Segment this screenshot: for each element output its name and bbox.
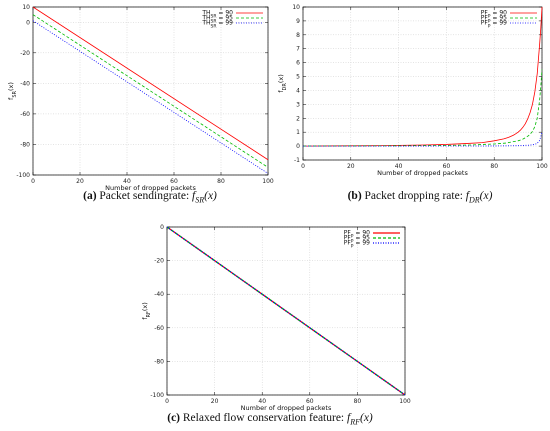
y-tick-label: 1 — [296, 129, 300, 136]
plot-frame — [32, 6, 269, 176]
y-axis-label: fSR(x) — [7, 82, 18, 100]
y-tick-label: 0 — [26, 19, 30, 26]
caption-a-math: f — [192, 190, 196, 202]
caption-a-sub: SR — [195, 195, 205, 205]
y-tick-label: 0 — [160, 224, 164, 231]
y-tick-label: 9 — [296, 18, 300, 25]
y-tick-label: 7 — [296, 46, 300, 53]
y-tick-label: 3 — [296, 101, 300, 108]
caption-b-arg: (x) — [479, 190, 493, 202]
caption-c-sub: RF — [350, 417, 360, 427]
caption-a: (a) Packet sendingrate: fSR(x) — [40, 190, 260, 204]
y-axis-label: fRF(x) — [141, 302, 152, 320]
caption-a-text: Packet sendingrate: — [99, 190, 193, 202]
x-tick-label: 60 — [170, 178, 178, 185]
caption-c-math: f — [347, 412, 351, 424]
x-axis-label: Number of dropped packets — [377, 169, 468, 177]
y-tick-label: -100 — [16, 172, 30, 179]
caption-a-arg: (x) — [204, 190, 217, 202]
legend-label-3: PFP = 99 — [344, 240, 370, 250]
y-tick-label: 10 — [292, 4, 300, 11]
x-tick-label: 100 — [262, 178, 274, 185]
series-line-3 — [166, 226, 406, 396]
x-tick-label: 60 — [443, 163, 451, 170]
y-tick-label: -100 — [150, 392, 164, 399]
x-tick-label: 0 — [165, 398, 169, 405]
y-tick-label: -40 — [20, 80, 30, 87]
x-tick-label: 100 — [399, 398, 411, 405]
y-tick-label: -20 — [154, 258, 164, 265]
x-tick-label: 40 — [258, 398, 266, 405]
series-line-3 — [32, 20, 269, 174]
y-axis-label: fDR(x) — [277, 74, 288, 93]
y-tick-label: 2 — [296, 115, 300, 122]
caption-c-label: (c) — [167, 412, 180, 424]
y-tick-label: -80 — [154, 358, 164, 365]
x-tick-label: 80 — [490, 163, 498, 170]
legend-label-1: PFP = 90 — [481, 10, 507, 20]
legend-label-1: PFP = 90 — [344, 230, 370, 240]
legend-label-2: THSR = 95 — [201, 15, 233, 25]
y-tick-label: -60 — [20, 111, 30, 118]
x-axis-label: Number of dropped packets — [105, 184, 196, 192]
x-tick-label: 20 — [76, 178, 84, 185]
x-tick-label: 80 — [354, 398, 362, 405]
x-tick-label: 40 — [395, 163, 403, 170]
caption-b-label: (b) — [347, 190, 362, 202]
legend-label-3: THSR = 99 — [201, 20, 233, 30]
x-tick-label: 20 — [211, 398, 219, 405]
caption-c-text: Relaxed flow conservation feature: — [182, 412, 348, 424]
caption-b-text: Packet dropping rate: — [364, 190, 466, 202]
series-line-1 — [302, 6, 543, 147]
series-line-1 — [32, 6, 269, 161]
y-tick-label: -80 — [20, 141, 30, 148]
y-tick-label: 0 — [296, 143, 300, 150]
x-tick-label: 80 — [217, 178, 225, 185]
series-line-2 — [32, 14, 269, 168]
x-tick-label: 40 — [123, 178, 131, 185]
x-tick-label: 100 — [536, 163, 548, 170]
x-tick-label: 0 — [31, 178, 35, 185]
legend-label-2: PFP = 95 — [344, 235, 370, 245]
y-tick-label: -20 — [20, 50, 30, 57]
y-tick-label: -60 — [154, 325, 164, 332]
plot-frame — [166, 226, 406, 396]
series-line-2 — [302, 69, 543, 147]
caption-b: (b) Packet dropping rate: fDR(x) — [310, 190, 530, 204]
x-tick-label: 20 — [347, 163, 355, 170]
caption-c-arg: (x) — [360, 412, 373, 424]
legend-label-2: PFP = 95 — [481, 15, 507, 25]
legend-label-3: PFP = 99 — [481, 20, 507, 30]
y-tick-label: 6 — [296, 60, 300, 67]
caption-c: (c) Relaxed flow conservation feature: f… — [120, 412, 420, 426]
y-tick-label: -1 — [294, 157, 300, 164]
caption-b-sub: DR — [468, 195, 480, 205]
legend-label-1: THSR = 90 — [201, 10, 233, 20]
x-axis-label: Number of dropped packets — [241, 404, 332, 412]
x-tick-label: 0 — [301, 163, 305, 170]
y-tick-label: -40 — [154, 291, 164, 298]
y-tick-label: 5 — [296, 74, 300, 81]
caption-a-label: (a) — [83, 190, 97, 202]
y-tick-label: 10 — [22, 4, 30, 11]
x-tick-label: 60 — [306, 398, 314, 405]
caption-b-math: f — [465, 190, 469, 202]
y-tick-label: 4 — [296, 87, 300, 94]
plot-frame — [302, 6, 543, 161]
series-line-3 — [303, 132, 543, 147]
y-tick-label: 8 — [296, 32, 300, 39]
